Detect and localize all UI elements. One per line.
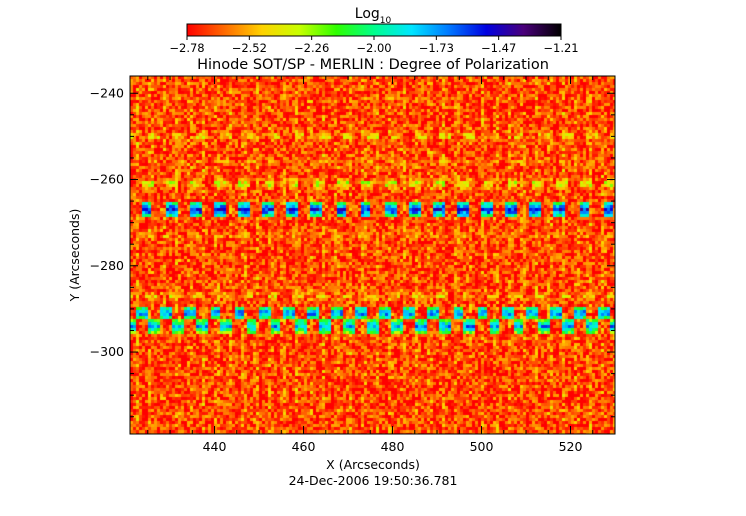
x-tick-label: 460: [292, 439, 316, 454]
y-tick-label: −240: [90, 85, 124, 100]
colorbar-tick-label: −1.73: [419, 41, 454, 55]
y-tick-label: −300: [90, 344, 124, 359]
y-tick-label: −260: [90, 172, 124, 187]
colorbar: [186, 23, 562, 37]
x-axis: 440 460 480 500 520: [147, 76, 616, 454]
colorbar-tick-label: −1.21: [543, 41, 578, 55]
colorbar-tick-label: −1.47: [481, 41, 516, 55]
chart-title: Hinode SOT/SP - MERLIN : Degree of Polar…: [197, 57, 549, 73]
x-axis-label: X (Arcseconds): [326, 457, 420, 472]
heatmap-raster: [130, 76, 615, 434]
x-tick-label: 520: [559, 439, 583, 454]
colorbar-ticks: −2.78 −2.52 −2.26 −2.00 −1.73 −1.47 −1.21: [169, 36, 579, 55]
heatmap-image: [130, 76, 615, 434]
colorbar-tick-label: −2.00: [356, 41, 391, 55]
colorbar-label: Log10: [355, 6, 392, 26]
x-tick-label: 440: [203, 439, 227, 454]
colorbar-tick-label: −2.78: [169, 41, 204, 55]
x-tick-label: 500: [470, 439, 494, 454]
y-axis: −240 −260 −280 −300: [90, 85, 615, 418]
y-tick-label: −280: [90, 258, 124, 273]
colorbar-tick-label: −2.26: [294, 41, 329, 55]
colorbar-tick-label: −2.52: [232, 41, 267, 55]
y-axis-label: Y (Arcseconds): [67, 209, 82, 303]
timestamp: 24-Dec-2006 19:50:36.781: [289, 473, 458, 488]
x-tick-label: 480: [381, 439, 405, 454]
plot-frame: [129, 75, 616, 435]
